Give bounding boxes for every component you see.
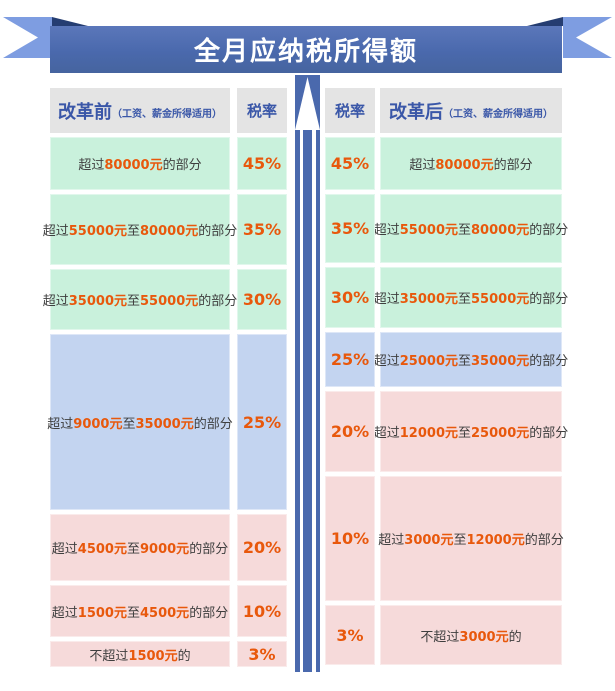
- before-reform-title: 改革前: [58, 101, 112, 123]
- ribbon-left-tail: [3, 17, 52, 58]
- ribbon-banner: [3, 17, 612, 58]
- rate-cell: 45%: [237, 137, 287, 190]
- rate-cell: 35%: [325, 194, 375, 263]
- after-rate-header: 税率: [325, 88, 375, 133]
- up-arrow: [295, 75, 320, 672]
- rate-cell: 20%: [325, 391, 375, 472]
- bracket-cell: 超过 4500元至 9000元 的部分: [50, 514, 230, 581]
- bracket-cell: 不超过 3000元的: [380, 605, 562, 665]
- rate-cell: 25%: [325, 332, 375, 387]
- bracket-cell: 超过 9000元至 35000元 的部分: [47, 334, 233, 510]
- rate-cell: 3%: [325, 605, 375, 665]
- banner-band: 全月应纳税所得额: [50, 26, 562, 73]
- rate-cell: 25%: [237, 334, 287, 510]
- rate-cell: 45%: [325, 137, 375, 190]
- bracket-cell: 超过 25000元至 35000元 的部分: [374, 332, 568, 387]
- rate-cell: 10%: [325, 476, 375, 601]
- before-reform-header: 改革前 （工资、薪金所得适用）: [50, 88, 230, 133]
- bracket-cell: 超过 12000元至 25000元 的部分: [374, 391, 568, 472]
- ribbon-right-fold: [527, 17, 563, 26]
- bracket-cell: 超过 80000元 的部分: [380, 137, 562, 190]
- arrow-head-icon: [295, 77, 320, 130]
- before-reform-subtitle: （工资、薪金所得适用）: [112, 108, 222, 120]
- rate-cell: 30%: [325, 267, 375, 328]
- bracket-cell: 超过 1500元至 4500元 的部分: [50, 585, 230, 637]
- bracket-cell: 超过 55000元至 80000元 的部分: [374, 194, 568, 263]
- rate-cell: 3%: [237, 641, 287, 667]
- arrow-shaft-line: [312, 130, 316, 672]
- ribbon-left-fold: [52, 17, 88, 26]
- rate-cell: 20%: [237, 514, 287, 581]
- after-reform-title: 改革后: [389, 101, 443, 123]
- arrow-shaft-line: [299, 130, 303, 672]
- before-rate-header: 税率: [237, 88, 287, 133]
- rate-cell: 30%: [237, 269, 287, 330]
- after-reform-subtitle: （工资、薪金所得适用）: [443, 108, 553, 120]
- bracket-cell: 超过 35000元至 55000元 的部分: [43, 269, 237, 330]
- rate-label: 税率: [246, 102, 277, 120]
- bracket-cell: 超过 3000元至 12000元 的部分: [378, 476, 564, 601]
- bracket-cell: 超过 80000元 的部分: [50, 137, 230, 190]
- after-reform-header: 改革后 （工资、薪金所得适用）: [380, 88, 562, 133]
- rate-label: 税率: [334, 102, 365, 120]
- bracket-cell: 超过 55000元至 80000元 的部分: [43, 194, 237, 265]
- page-title: 全月应纳税所得额: [193, 37, 418, 67]
- rate-cell: 10%: [237, 585, 287, 637]
- rate-cell: 35%: [237, 194, 287, 265]
- bracket-cell: 超过 35000元至 55000元 的部分: [374, 267, 568, 328]
- ribbon-right-tail: [563, 17, 612, 58]
- bracket-cell: 不超过 1500元的: [50, 641, 230, 667]
